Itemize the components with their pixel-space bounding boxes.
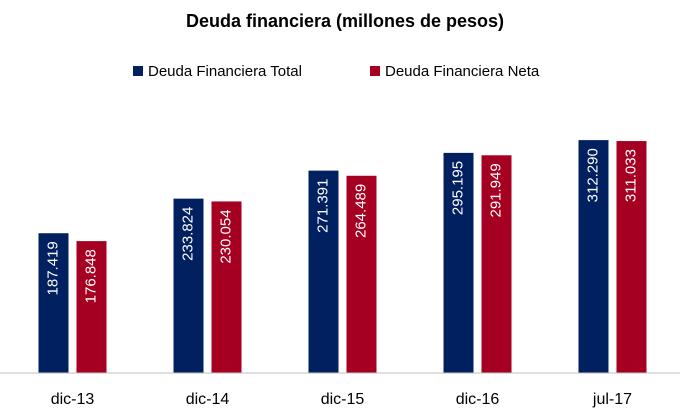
bar: [173, 198, 204, 373]
x-tick-label: dic-14: [186, 391, 230, 408]
bar: [346, 175, 377, 373]
value-label: 176.848: [82, 249, 99, 303]
value-label: 295.195: [449, 161, 466, 215]
legend-swatch: [370, 66, 380, 76]
value-label: 312.290: [584, 148, 601, 202]
value-label: 311.033: [622, 149, 639, 202]
x-tick-label: dic-15: [321, 391, 365, 408]
value-label: 291.949: [487, 163, 504, 217]
x-tick-label: dic-16: [456, 391, 500, 408]
value-label: 271.391: [314, 179, 331, 233]
legend-swatch: [133, 66, 143, 76]
legend-label: Deuda Financiera Neta: [385, 63, 540, 80]
bar: [38, 233, 69, 373]
value-label: 264.489: [352, 184, 369, 238]
value-label: 230.054: [217, 209, 234, 263]
bar: [443, 152, 474, 373]
value-label: 233.824: [179, 207, 196, 261]
chart-title: Deuda financiera (millones de pesos): [186, 11, 504, 31]
legend-label: Deuda Financiera Total: [148, 63, 302, 80]
bar: [76, 241, 107, 373]
x-tick-label: dic-13: [51, 391, 95, 408]
bar: [308, 170, 339, 373]
x-tick-label: jul-17: [592, 391, 632, 408]
value-label: 187.419: [44, 241, 61, 295]
bar: [578, 140, 609, 373]
bar: [616, 141, 647, 373]
bar: [211, 201, 242, 373]
bar: [481, 155, 512, 373]
